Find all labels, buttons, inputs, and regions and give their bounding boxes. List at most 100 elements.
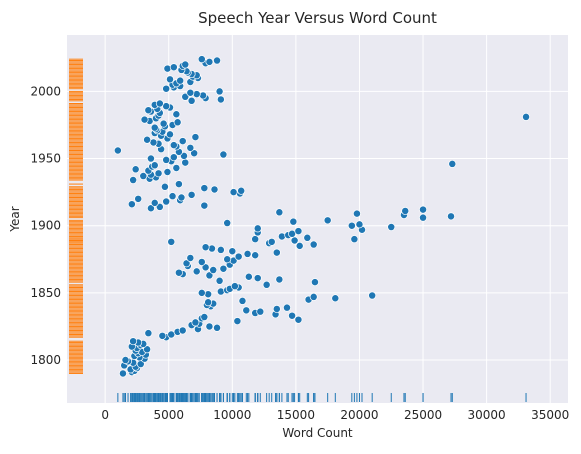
data-point: [190, 149, 199, 158]
data-point: [154, 169, 163, 178]
data-point: [178, 137, 187, 146]
data-point: [180, 151, 188, 160]
x-tick-label: 0: [101, 408, 109, 422]
data-point: [166, 130, 174, 139]
data-point: [178, 326, 187, 335]
y-tick-label: 2000: [30, 84, 61, 98]
word-count-rug: [117, 393, 527, 402]
data-point: [127, 200, 136, 209]
data-point: [197, 55, 206, 64]
data-point: [173, 118, 182, 127]
data-point: [234, 252, 243, 261]
data-point: [419, 205, 427, 214]
data-point: [146, 204, 155, 213]
data-point: [256, 307, 265, 316]
data-point: [347, 221, 356, 230]
data-point: [419, 213, 427, 222]
data-point: [448, 159, 457, 168]
data-point: [129, 337, 138, 346]
x-tick-label: 35000: [531, 408, 569, 422]
data-point: [201, 243, 210, 252]
data-point: [200, 201, 209, 210]
data-point: [253, 224, 262, 233]
data-point: [387, 223, 396, 232]
data-point: [233, 317, 242, 326]
data-point: [150, 123, 159, 132]
y-tick-label: 1950: [30, 152, 61, 166]
data-point: [331, 294, 340, 303]
data-point: [172, 110, 181, 119]
data-point: [169, 153, 178, 162]
data-point: [205, 57, 214, 66]
data-point: [323, 216, 332, 225]
data-point: [223, 255, 232, 264]
data-point: [244, 272, 253, 281]
y-axis-label: Year: [8, 206, 22, 232]
data-point: [197, 288, 206, 297]
data-point: [352, 209, 361, 218]
data-point: [262, 280, 271, 289]
data-point: [186, 143, 195, 152]
data-point: [176, 76, 185, 85]
data-point: [216, 245, 225, 254]
data-point: [181, 158, 190, 167]
data-point: [243, 249, 252, 258]
data-point: [187, 96, 196, 105]
data-point: [215, 276, 224, 285]
data-point: [303, 233, 312, 242]
x-tick-label: 25000: [404, 408, 442, 422]
data-point: [272, 248, 281, 257]
data-point: [401, 206, 410, 215]
data-point: [139, 172, 148, 180]
data-point: [251, 251, 260, 260]
y-tick-labels: 1800 1850 1900 1950 2000: [30, 84, 61, 367]
data-point: [159, 119, 168, 128]
data-point: [205, 271, 214, 280]
data-point: [118, 369, 127, 378]
data-point: [267, 237, 276, 246]
data-point: [192, 267, 201, 276]
data-point: [167, 237, 176, 246]
data-point: [204, 290, 213, 299]
data-point: [182, 259, 191, 268]
data-point: [283, 303, 291, 312]
data-point: [355, 220, 364, 229]
data-point: [237, 186, 246, 195]
data-point: [201, 263, 210, 272]
data-point: [162, 84, 171, 93]
x-tick-label: 10000: [213, 408, 251, 422]
data-point: [311, 278, 319, 287]
data-point: [210, 185, 219, 194]
data-point: [144, 329, 153, 338]
data-point: [155, 99, 164, 108]
data-point: [121, 356, 130, 364]
data-point: [163, 64, 172, 73]
x-axis-label: Word Count: [282, 426, 353, 440]
data-point: [181, 60, 190, 69]
y-tick-label: 1900: [30, 219, 61, 233]
year-rug: [69, 58, 83, 374]
data-point: [163, 168, 172, 176]
data-point: [223, 219, 232, 227]
data-point: [229, 188, 238, 197]
chart-title: Speech Year Versus Word Count: [198, 9, 437, 27]
x-tick-labels: 0 5000 10000 15000 20000 25000 30000 35000: [101, 408, 569, 422]
plot-background: [67, 35, 568, 403]
data-points: [113, 55, 530, 378]
data-point: [230, 282, 239, 291]
data-point: [275, 275, 284, 284]
data-point: [177, 193, 186, 202]
data-point: [146, 154, 155, 163]
data-point: [144, 106, 153, 115]
data-point: [204, 298, 213, 307]
data-point: [166, 75, 174, 84]
data-point: [143, 345, 152, 354]
data-point: [187, 190, 196, 199]
data-point: [174, 268, 183, 277]
data-point: [200, 313, 209, 321]
data-point: [191, 133, 200, 142]
data-point: [192, 90, 201, 99]
data-point: [174, 180, 183, 189]
data-point: [238, 296, 247, 305]
